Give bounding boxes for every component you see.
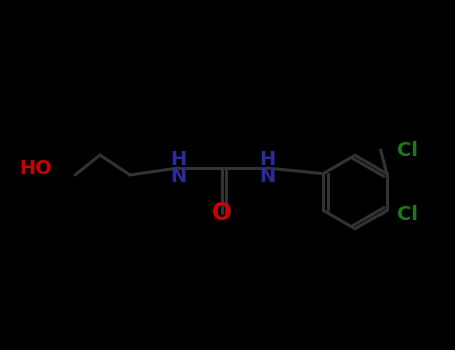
- Text: HO: HO: [19, 159, 52, 177]
- Text: Cl: Cl: [397, 205, 418, 224]
- Text: H
N: H N: [170, 150, 186, 186]
- Text: O: O: [212, 201, 232, 225]
- Text: H
N: H N: [259, 150, 275, 186]
- Text: Cl: Cl: [397, 140, 418, 160]
